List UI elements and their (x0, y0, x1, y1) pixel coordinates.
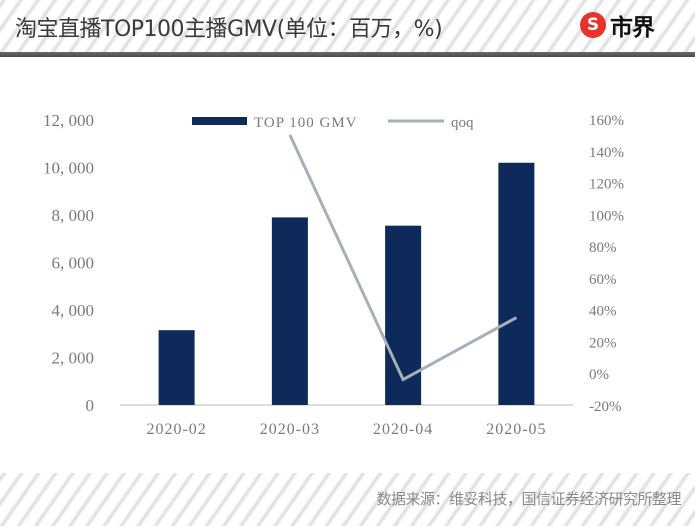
left-axis-tick-label: 6, 000 (52, 254, 95, 273)
left-axis-tick-label: 12, 000 (43, 111, 94, 130)
brand-logo: S 市界 (580, 10, 655, 41)
x-axis-category-label: 2020-05 (486, 421, 546, 438)
right-axis-tick-label: 0% (589, 367, 609, 383)
right-axis-tick-label: 40% (589, 304, 617, 320)
right-axis-tick-label: 20% (589, 335, 617, 351)
left-axis-tick-label: 0 (86, 396, 95, 415)
legend-label-qoq: qoq (451, 115, 474, 131)
legend-swatch-bar-icon (192, 117, 247, 125)
left-axis-tick-label: 8, 000 (52, 206, 95, 225)
right-axis-tick-label: 140% (589, 145, 624, 161)
chart-title: 淘宝直播TOP100主播GMV(单位：百万，%) (15, 17, 443, 42)
x-axis-category-label: 2020-03 (260, 421, 320, 438)
left-axis-tick-label: 4, 000 (52, 301, 95, 320)
right-axis-tick-label: -20% (589, 399, 622, 415)
data-source-note: 数据来源：维妥科技，国信证券经济研究所整理 (376, 490, 681, 508)
header-divider (0, 52, 695, 57)
right-axis-tick-label: 80% (589, 240, 617, 256)
header-banner: 淘宝直播TOP100主播GMV(单位：百万，%) S 市界 (0, 0, 695, 52)
logo-text: 市界 (610, 15, 655, 41)
gmv-bar (271, 217, 308, 405)
footer-banner: 数据来源：维妥科技，国信证券经济研究所整理 (0, 473, 695, 526)
right-axis-tick-label: 60% (589, 272, 617, 288)
legend-label-gmv: TOP 100 GMV (254, 115, 358, 131)
gmv-bar (498, 162, 535, 405)
gmv-bar (158, 330, 195, 405)
x-axis-category-label: 2020-04 (373, 421, 433, 438)
left-axis-tick-label: 10, 000 (43, 159, 94, 178)
right-axis-tick-label: 160% (589, 113, 624, 129)
left-axis-tick-label: 2, 000 (52, 349, 95, 368)
right-axis-tick-label: 120% (589, 177, 624, 193)
gmv-bar (385, 225, 422, 405)
qoq-line (288, 134, 518, 382)
right-axis-tick-label: 100% (589, 208, 624, 224)
logo-circle-icon: S (580, 12, 606, 38)
x-axis-category-label: 2020-02 (146, 421, 206, 438)
